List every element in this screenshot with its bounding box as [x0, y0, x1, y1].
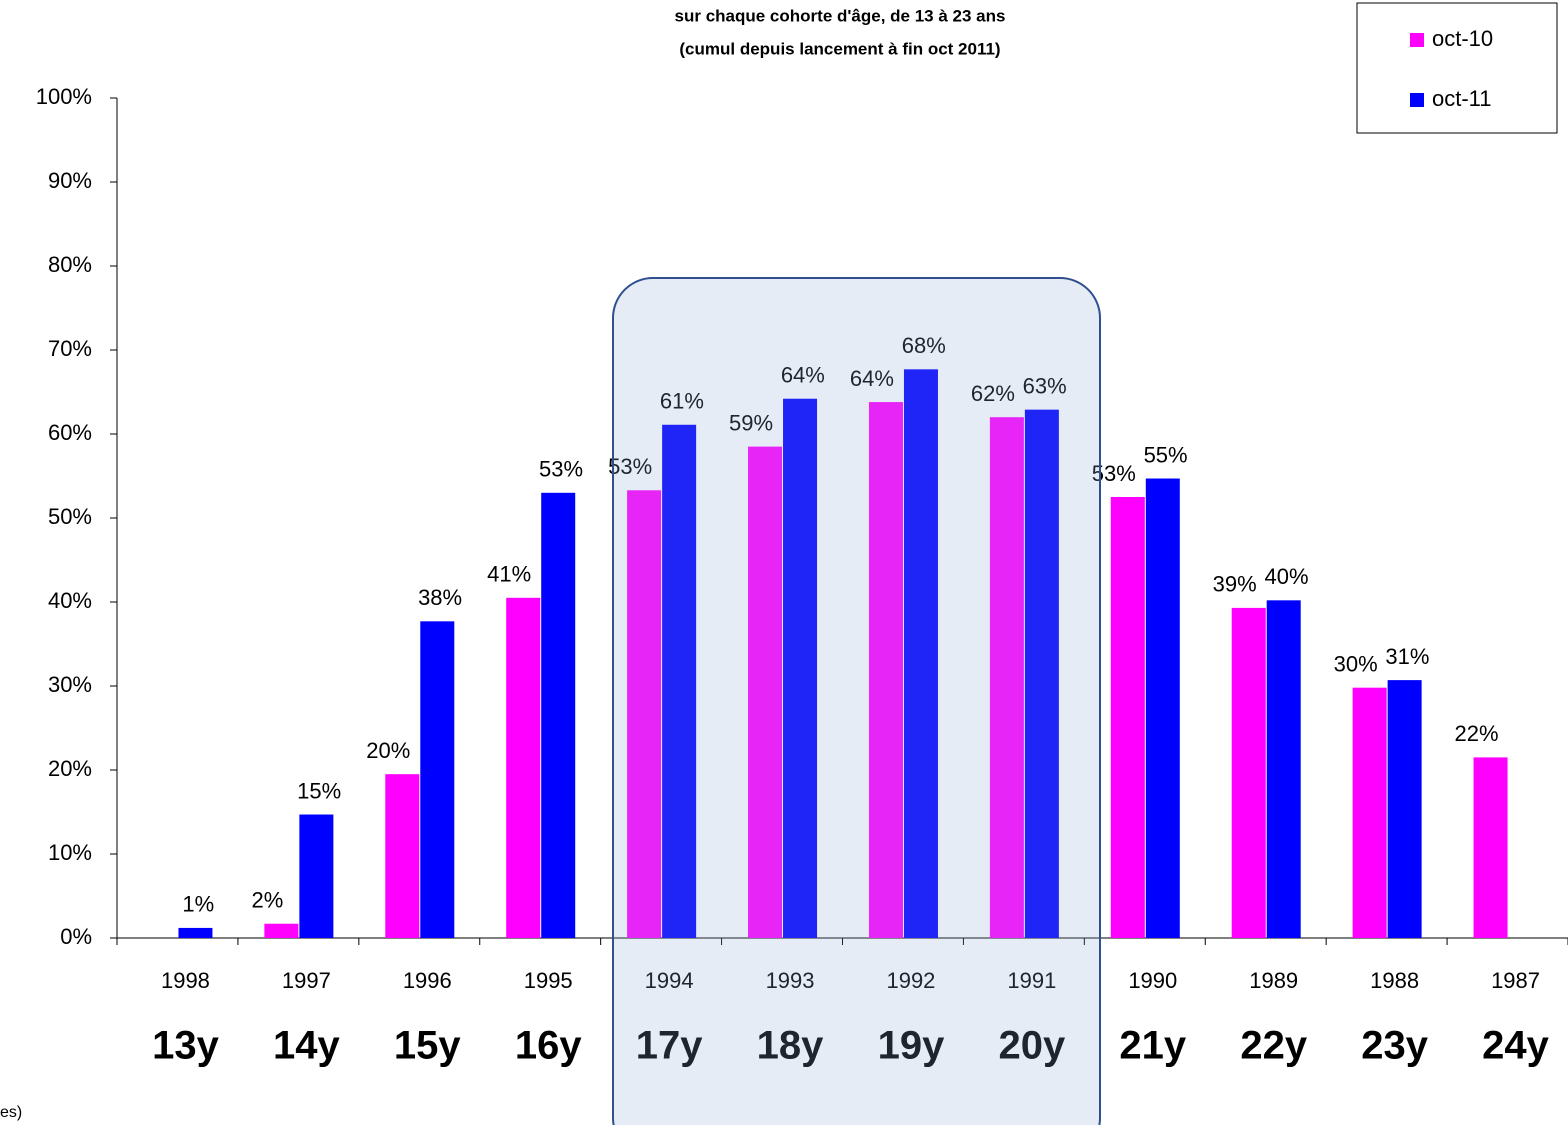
data-label: 41%: [487, 562, 531, 587]
x-tick-label: 1993: [766, 968, 815, 993]
chart-subtitle: (cumul depuis lancement à fin oct 2011): [679, 39, 1000, 58]
bar: [264, 923, 299, 938]
legend-label: oct-10: [1432, 26, 1493, 51]
age-label: 18y: [757, 1024, 824, 1068]
legend-box: [1356, 2, 1558, 134]
y-tick-label: 20%: [48, 756, 92, 781]
bar: [1473, 757, 1508, 938]
chart-title: sur chaque cohorte d'âge, de 13 à 23 ans: [675, 6, 1006, 25]
data-label: 31%: [1385, 644, 1429, 669]
y-tick-label: 70%: [48, 336, 92, 361]
data-label: 64%: [781, 363, 825, 388]
data-label: 63%: [1023, 373, 1067, 398]
age-label: 14y: [273, 1024, 340, 1068]
age-label: 13y: [152, 1024, 219, 1068]
y-tick-label: 90%: [48, 168, 92, 193]
age-label: 15y: [394, 1024, 461, 1068]
bar: [1387, 680, 1422, 938]
x-tick-label: 1994: [645, 968, 694, 993]
age-label: 24y: [1482, 1024, 1549, 1068]
bar: [178, 927, 213, 938]
footnote: es): [0, 1104, 22, 1121]
bar: [1145, 478, 1180, 938]
age-label: 20y: [999, 1024, 1066, 1068]
x-tick-label: 1988: [1370, 968, 1419, 993]
y-tick-label: 0%: [60, 924, 92, 949]
y-tick-label: 80%: [48, 252, 92, 277]
data-label: 30%: [1334, 651, 1378, 676]
y-tick-label: 40%: [48, 588, 92, 613]
data-label: 39%: [1213, 572, 1257, 597]
data-label: 62%: [971, 381, 1015, 406]
data-label: 68%: [902, 333, 946, 358]
data-label: 61%: [660, 389, 704, 414]
data-label: 20%: [366, 738, 410, 763]
x-tick-label: 1987: [1491, 968, 1540, 993]
y-tick-label: 30%: [48, 672, 92, 697]
bar: [1231, 607, 1266, 938]
data-label: 38%: [418, 585, 462, 610]
data-label: 55%: [1144, 442, 1188, 467]
age-label: 23y: [1361, 1024, 1428, 1068]
y-tick-label: 50%: [48, 504, 92, 529]
bar: [662, 424, 697, 938]
bar: [506, 597, 541, 938]
data-label: 53%: [608, 454, 652, 479]
bar: [748, 446, 783, 938]
age-label: 22y: [1240, 1024, 1307, 1068]
x-tick-label: 1996: [403, 968, 452, 993]
bar: [299, 814, 334, 938]
x-tick-label: 1997: [282, 968, 331, 993]
bar: [1352, 687, 1387, 938]
age-label: 19y: [878, 1024, 945, 1068]
data-label: 15%: [297, 778, 341, 803]
bar: [1266, 600, 1301, 938]
bar: [420, 621, 455, 938]
x-tick-label: 1990: [1128, 968, 1177, 993]
x-tick-label: 1995: [524, 968, 573, 993]
bar: [627, 490, 662, 938]
highlight-box: [612, 277, 1101, 1125]
age-label: 21y: [1119, 1024, 1186, 1068]
bar: [989, 417, 1024, 938]
y-tick-label: 100%: [36, 84, 92, 109]
legend-swatch: [1410, 93, 1424, 107]
data-label: 1%: [182, 892, 214, 917]
data-label: 40%: [1264, 564, 1308, 589]
age-label: 16y: [515, 1024, 582, 1068]
x-tick-label: 1998: [161, 968, 210, 993]
bar: [903, 369, 938, 938]
data-label: 64%: [850, 366, 894, 391]
bar: [1110, 497, 1145, 938]
bar: [868, 402, 903, 939]
legend-label: oct-11: [1432, 86, 1492, 111]
data-label: 59%: [729, 410, 773, 435]
y-tick-label: 60%: [48, 420, 92, 445]
bar: [385, 774, 420, 938]
x-tick-label: 1989: [1249, 968, 1298, 993]
data-label: 53%: [539, 457, 583, 482]
x-tick-label: 1991: [1007, 968, 1056, 993]
bar: [1024, 409, 1059, 938]
data-label: 22%: [1455, 721, 1499, 746]
x-tick-label: 1992: [886, 968, 935, 993]
bar: [783, 398, 818, 939]
y-tick-label: 10%: [48, 840, 92, 865]
legend-swatch: [1410, 33, 1424, 47]
data-label: 2%: [251, 888, 283, 913]
age-label: 17y: [636, 1024, 703, 1068]
bar: [541, 492, 576, 938]
